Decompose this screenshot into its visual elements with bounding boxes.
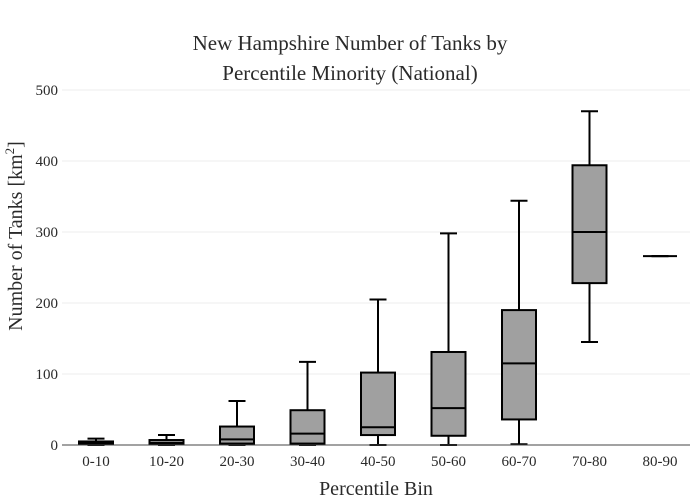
- x-tick-label: 60-70: [502, 454, 537, 470]
- chart-title-line-1: New Hampshire Number of Tanks by: [193, 31, 508, 55]
- interquartile-box: [289, 409, 326, 445]
- y-axis-title-bracket: ]: [5, 141, 27, 148]
- box-40-50: [360, 298, 396, 446]
- x-tick-labels: 0-10 10-20 20-30 30-40 40-50 50-60 60-70 70-80 8…: [82, 454, 677, 470]
- y-axis-title: Number of Tanks [km2]: [2, 141, 27, 331]
- x-tick-label: 40-50: [361, 454, 396, 470]
- x-tick-label: 70-80: [572, 454, 607, 470]
- x-tick-label: 10-20: [149, 454, 184, 470]
- x-tick-label: 20-30: [220, 454, 255, 470]
- y-tick-label: 400: [36, 154, 59, 170]
- box-30-40: [289, 360, 326, 446]
- y-tick-label: 100: [36, 367, 59, 383]
- y-tick-label: 0: [51, 438, 59, 454]
- interquartile-box: [430, 350, 467, 437]
- interquartile-box: [501, 309, 537, 421]
- box-series: [78, 110, 677, 446]
- x-tick-label: 50-60: [431, 454, 466, 470]
- box-20-30: [219, 399, 255, 446]
- interquartile-box: [219, 425, 255, 445]
- y-axis-title-main: Number of Tanks [km: [5, 154, 27, 331]
- box-50-60: [430, 232, 467, 446]
- interquartile-box: [571, 164, 608, 285]
- y-tick-label: 500: [36, 83, 59, 99]
- interquartile-box: [360, 371, 396, 437]
- x-tick-label: 30-40: [290, 454, 325, 470]
- box-0-10: [78, 437, 114, 446]
- y-tick-label: 200: [36, 296, 59, 312]
- box-10-20: [148, 434, 185, 446]
- x-tick-label: 0-10: [82, 454, 110, 470]
- y-tick-label: 300: [36, 225, 59, 241]
- box-70-80: [571, 110, 608, 344]
- gridlines: [62, 89, 690, 375]
- box-60-70: [501, 199, 537, 446]
- y-tick-labels: 0 100 200 300 400 500: [36, 83, 59, 454]
- y-axis-title-superscript: 2: [2, 148, 17, 155]
- x-axis-title: Percentile Bin: [319, 478, 433, 500]
- x-tick-label: 80-90: [643, 454, 678, 470]
- chart-title-line-2: Percentile Minority (National): [222, 61, 477, 85]
